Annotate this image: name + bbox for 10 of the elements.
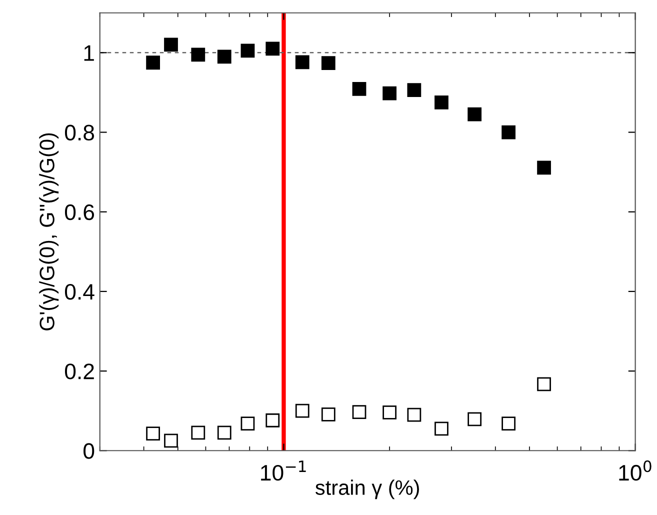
y-tick-label: 0.2 (64, 364, 94, 380)
y-tick-label: 0.6 (64, 204, 94, 220)
x-tick-label: 10$^{−1}$ (261, 460, 306, 481)
x-axis-title: strain γ (%) (316, 480, 419, 500)
y-tick-label: 0.8 (64, 124, 94, 141)
y-tick-label: 0.4 (64, 284, 94, 300)
y-tick-label: 0 (84, 443, 94, 459)
x-tick-label: 10$^{0}$ (619, 460, 652, 481)
y-axis-title: G'(γ)/G(0), G''(γ)/G(0) (39, 133, 59, 330)
y-tick-label: 1 (84, 45, 94, 61)
